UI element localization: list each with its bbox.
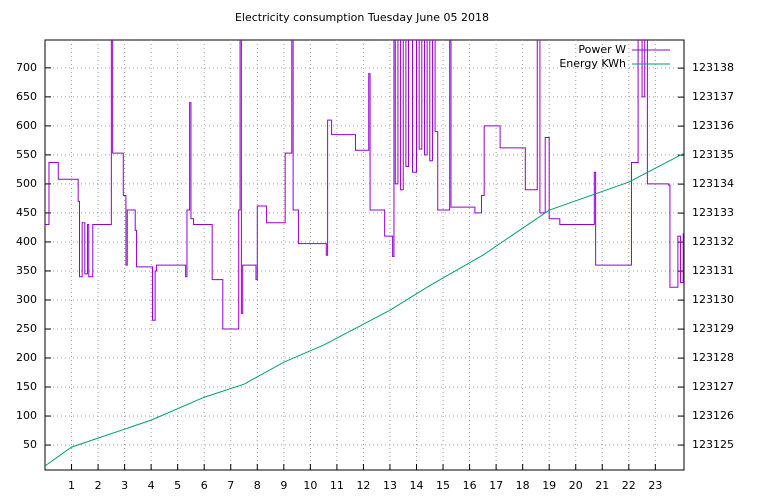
x-tick-label: 8: [254, 479, 261, 492]
x-tick-label: 4: [148, 479, 155, 492]
y-tick-label: 600: [16, 119, 37, 132]
y-tick-label: 150: [16, 380, 37, 393]
x-tick-label: 10: [303, 479, 317, 492]
y2-tick-label: 123131: [692, 264, 734, 277]
x-tick-label: 2: [95, 479, 102, 492]
y-tick-label: 350: [16, 264, 37, 277]
x-tick-label: 12: [356, 479, 370, 492]
series-line: [45, 153, 684, 467]
plot-frame: [44, 39, 685, 471]
y2-tick-label: 123129: [692, 322, 734, 335]
x-tick-label: 21: [595, 479, 609, 492]
y-tick-label: 550: [16, 148, 37, 161]
y2-tick-label: 123132: [692, 235, 734, 248]
y2-tick-label: 123128: [692, 351, 734, 364]
y2-tick-label: 123127: [692, 380, 734, 393]
y-tick-label: 500: [16, 177, 37, 190]
x-tick-label: 5: [174, 479, 181, 492]
x-tick-label: 23: [648, 479, 662, 492]
y2-tick-label: 123126: [692, 409, 734, 422]
y-tick-label: 100: [16, 409, 37, 422]
y-tick-label: 50: [23, 438, 37, 451]
y2-tick-label: 123134: [692, 177, 734, 190]
y2-tick-label: 123130: [692, 293, 734, 306]
y2-tick-label: 123133: [692, 206, 734, 219]
x-tick-label: 17: [489, 479, 503, 492]
x-tick-label: 20: [569, 479, 583, 492]
y-tick-label: 400: [16, 235, 37, 248]
x-tick-label: 16: [463, 479, 477, 492]
y-tick-label: 650: [16, 90, 37, 103]
y-tick-label: 300: [16, 293, 37, 306]
legend-label: Power W: [578, 43, 626, 56]
y2-tick-label: 123125: [692, 438, 734, 451]
series-line: [45, 40, 684, 330]
x-tick-label: 18: [516, 479, 530, 492]
y-tick-label: 250: [16, 322, 37, 335]
x-tick-label: 22: [622, 479, 636, 492]
x-tick-label: 6: [201, 479, 208, 492]
x-tick-label: 3: [121, 479, 128, 492]
x-tick-label: 14: [410, 479, 424, 492]
x-tick-label: 19: [542, 479, 556, 492]
x-tick-label: 13: [383, 479, 397, 492]
x-tick-label: 11: [330, 479, 344, 492]
x-tick-label: 1: [68, 479, 75, 492]
x-tick-label: 7: [227, 479, 234, 492]
x-tick-label: 9: [280, 479, 287, 492]
x-tick-label: 15: [436, 479, 450, 492]
chart-title: Electricity consumption Tuesday June 05 …: [235, 11, 489, 24]
y2-tick-label: 123135: [692, 148, 734, 161]
legend-label: Energy KWh: [559, 57, 626, 70]
y2-tick-label: 123137: [692, 90, 734, 103]
y-tick-label: 200: [16, 351, 37, 364]
y-tick-label: 700: [16, 61, 37, 74]
y2-tick-label: 123138: [692, 61, 734, 74]
y2-tick-label: 123136: [692, 119, 734, 132]
y-tick-label: 450: [16, 206, 37, 219]
